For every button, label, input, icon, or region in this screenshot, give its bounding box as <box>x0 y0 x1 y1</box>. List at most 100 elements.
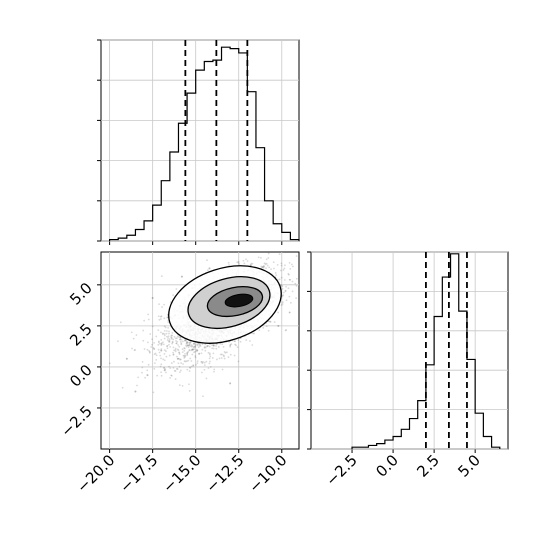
scatter-point <box>183 349 186 352</box>
scatter-point <box>233 354 236 357</box>
scatter-point <box>199 343 201 346</box>
scatter-point <box>172 354 175 356</box>
y1-tick-labels: 5.0 2.5 0.0 −2.5 <box>57 279 95 441</box>
scatter-point <box>284 329 287 332</box>
hist-bin <box>467 359 475 449</box>
scatter-point <box>179 340 182 343</box>
tick-label: −15.0 <box>159 451 204 496</box>
scatter-point <box>273 321 276 323</box>
scatter-point <box>294 282 297 285</box>
scatter-point <box>230 343 233 345</box>
scatter-point <box>197 343 200 345</box>
hist-bin <box>256 148 265 241</box>
scatter-point <box>289 301 292 304</box>
scatter-point <box>287 287 290 290</box>
tick-label: −2.5 <box>322 451 360 489</box>
scatter-point <box>170 337 173 340</box>
scatter-point <box>152 391 155 394</box>
scatter-point <box>136 384 138 387</box>
scatter-point <box>191 348 194 351</box>
scatter-point <box>288 261 291 264</box>
scatter-point <box>174 337 177 340</box>
scatter-point <box>163 333 166 335</box>
scatter-point <box>179 358 182 361</box>
hist-bin <box>118 238 127 241</box>
hist-bin <box>385 440 393 449</box>
scatter-point <box>187 346 190 349</box>
scatter-point <box>292 265 294 268</box>
scatter-point <box>169 345 172 348</box>
scatter-point <box>196 362 199 365</box>
scatter-point <box>288 311 291 314</box>
scatter-point <box>263 262 266 265</box>
scatter-point <box>284 290 287 293</box>
x0-tick-labels: −20.0−17.5−15.0−12.5−10.0 <box>73 451 290 496</box>
hist-bin <box>247 92 256 241</box>
scatter-point <box>188 342 191 345</box>
scatter-point <box>178 384 181 386</box>
scatter-point <box>143 319 146 322</box>
scatter-point <box>141 366 144 369</box>
scatter-point <box>119 321 122 324</box>
scatter-point <box>189 357 192 360</box>
scatter-point <box>281 287 284 290</box>
scatter-point <box>280 262 283 265</box>
scatter-point <box>221 368 224 371</box>
scatter-point <box>172 338 175 341</box>
scatter-point <box>184 360 187 363</box>
scatter-point <box>175 355 178 358</box>
hist-bin <box>426 365 434 449</box>
scatter-point <box>188 370 191 372</box>
scatter-point <box>150 346 153 348</box>
scatter-point <box>176 340 179 343</box>
scatter-point <box>184 356 186 358</box>
scatter-point <box>209 360 211 363</box>
scatter-point <box>156 374 159 377</box>
scatter-point <box>191 353 194 356</box>
scatter-point <box>205 360 208 363</box>
scatter-point <box>237 260 240 263</box>
tick-label: 0.0 <box>372 451 402 481</box>
scatter-point <box>188 390 191 392</box>
scatter-point <box>186 341 189 344</box>
scatter-point <box>170 334 173 337</box>
scatter-point <box>176 348 179 351</box>
scatter-point <box>157 315 160 318</box>
scatter-point <box>229 353 232 356</box>
scatter-point <box>291 290 294 293</box>
scatter-point <box>177 344 179 346</box>
scatter-point <box>251 344 254 346</box>
scatter-point <box>171 340 174 343</box>
scatter-point <box>160 331 162 334</box>
scatter-point <box>151 296 154 299</box>
scatter-point <box>166 347 169 350</box>
scatter-point <box>148 351 151 354</box>
scatter-point <box>201 371 203 374</box>
scatter-point <box>163 337 166 340</box>
scatter-point <box>130 331 133 334</box>
hist-bin <box>161 181 170 241</box>
scatter-point <box>175 342 178 345</box>
scatter-point <box>155 354 158 357</box>
scatter-point <box>163 329 166 332</box>
scatter-point <box>189 341 192 344</box>
scatter-point <box>178 371 181 374</box>
scatter-point <box>185 339 188 342</box>
scatter-point <box>186 353 189 355</box>
scatter-point <box>181 351 184 353</box>
scatter-point <box>278 253 281 256</box>
scatter-point <box>189 345 192 348</box>
scatter-point <box>288 273 290 276</box>
scatter-point <box>162 358 165 361</box>
scatter-point <box>233 340 236 343</box>
scatter-point <box>172 346 175 349</box>
hist-bin <box>135 230 144 241</box>
hist-bin <box>360 447 368 449</box>
scatter-point <box>189 341 191 344</box>
scatter-point <box>267 329 270 332</box>
scatter-point <box>291 280 294 283</box>
scatter-point <box>204 349 207 352</box>
scatter-point <box>163 349 166 351</box>
scatter-point <box>165 335 168 338</box>
hist-bin <box>401 429 409 449</box>
